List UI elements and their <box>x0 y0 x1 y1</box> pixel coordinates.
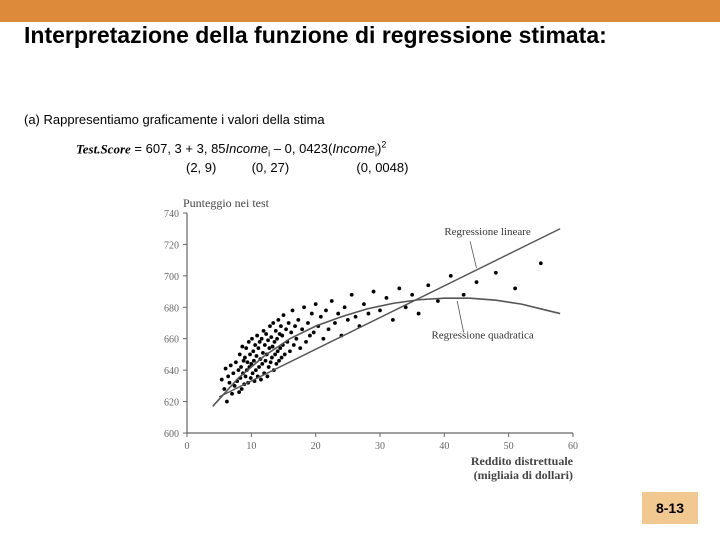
eq-equals: = <box>134 141 145 156</box>
eq-var2: Income <box>332 141 375 156</box>
svg-text:60: 60 <box>568 441 578 452</box>
eq-plus: + <box>182 141 197 156</box>
svg-text:Reddito distrettuale: Reddito distrettuale <box>471 454 574 468</box>
svg-text:30: 30 <box>375 441 385 452</box>
svg-text:0: 0 <box>185 441 190 452</box>
svg-text:660: 660 <box>164 335 179 346</box>
svg-text:40: 40 <box>439 441 449 452</box>
equation-lhs: Test.Score <box>76 141 131 156</box>
chart-svg: 0 10 20 30 40 50 60 600 620 640 660 680 700 720 740 Pun… <box>135 193 585 483</box>
eq-minus: – <box>270 141 284 156</box>
eq-c0: 607, 3 <box>146 141 182 156</box>
page-number-badge: 8-13 <box>642 492 698 524</box>
standard-errors: (2, 9) (0, 27) (0, 0048) <box>186 160 408 175</box>
svg-text:20: 20 <box>311 441 321 452</box>
se-c0: (2, 9) <box>186 160 216 175</box>
svg-text:50: 50 <box>504 441 514 452</box>
svg-text:620: 620 <box>164 398 179 409</box>
eq-c1: 3, 85 <box>197 141 226 156</box>
equation-rhs: = 607, 3 + 3, 85Incomei – 0, 0423(Income… <box>134 141 386 156</box>
regression-equation: Test.Score = 607, 3 + 3, 85Incomei – 0, … <box>76 140 386 159</box>
svg-text:600: 600 <box>164 429 179 440</box>
heading-text: Interpretazione della funzione di regres… <box>24 22 664 49</box>
svg-text:(migliaia di dollari): (migliaia di dollari) <box>474 468 573 482</box>
accent-top-bar <box>0 0 720 22</box>
se-c1: (0, 27) <box>252 160 290 175</box>
scatter-chart: 0 10 20 30 40 50 60 600 620 640 660 680 700 720 740 Pun… <box>135 193 585 483</box>
svg-text:720: 720 <box>164 240 179 251</box>
svg-text:Regressione lineare: Regressione lineare <box>444 226 531 238</box>
svg-text:640: 640 <box>164 366 179 377</box>
eq-var1: Income <box>226 141 269 156</box>
eq-sup: 2 <box>381 140 386 150</box>
page-title: Interpretazione della funzione di regres… <box>24 22 664 49</box>
se-c2: (0, 0048) <box>356 160 408 175</box>
svg-text:740: 740 <box>164 209 179 220</box>
svg-text:680: 680 <box>164 303 179 314</box>
eq-c2: 0, 0423( <box>285 141 333 156</box>
svg-text:Punteggio nei test: Punteggio nei test <box>183 196 270 210</box>
svg-text:700: 700 <box>164 272 179 283</box>
item-a-text: (a) Rappresentiamo graficamente i valori… <box>24 112 325 127</box>
svg-text:Regressione quadratica: Regressione quadratica <box>431 330 533 342</box>
svg-text:10: 10 <box>246 441 256 452</box>
